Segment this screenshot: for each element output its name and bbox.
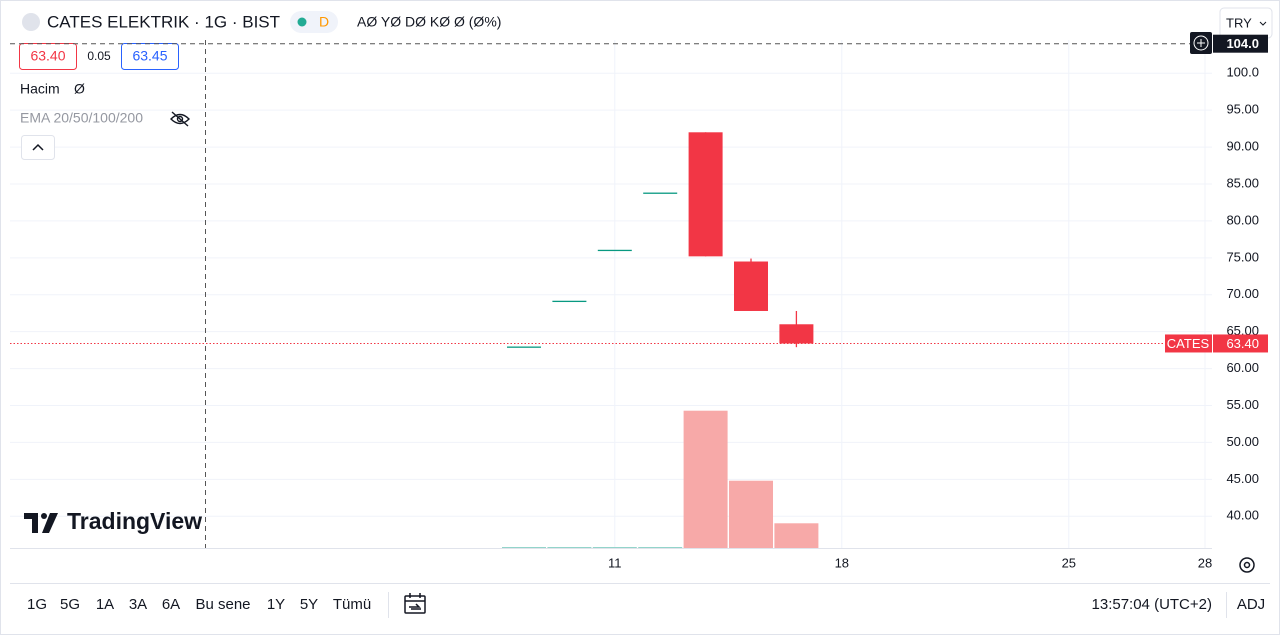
range-button[interactable]: 3A xyxy=(129,596,147,613)
volume-bar xyxy=(592,547,637,548)
x-tick-label: 25 xyxy=(1062,555,1076,570)
volume-legend[interactable]: Hacim xyxy=(20,81,60,97)
symbol-title[interactable]: CATES ELEKTRIK · 1G · BIST xyxy=(47,12,280,31)
y-tick-label: 75.00 xyxy=(1226,249,1259,264)
volume-bar xyxy=(683,410,728,548)
y-tick-label: 65.00 xyxy=(1226,323,1259,338)
hide-icon[interactable] xyxy=(170,111,190,127)
candle-body xyxy=(734,261,768,311)
last-price-label: 63.40 xyxy=(1226,336,1259,351)
status-pill[interactable] xyxy=(290,11,338,33)
range-button[interactable]: 1A xyxy=(96,596,114,613)
volume-bar xyxy=(502,547,546,548)
y-tick-label: 100.0 xyxy=(1226,65,1259,80)
settings-icon[interactable] xyxy=(1239,557,1255,573)
x-tick-label: 28 xyxy=(1198,555,1212,570)
adj-toggle[interactable]: ADJ xyxy=(1237,596,1265,613)
volume-bar xyxy=(547,547,592,548)
y-tick-label: 40.00 xyxy=(1226,508,1259,523)
crosshair-price: 104.0 xyxy=(1226,36,1259,51)
volume-bar xyxy=(774,523,819,548)
market-dot xyxy=(297,17,307,27)
ohlc: AØ YØ DØ KØ Ø (Ø%) xyxy=(357,14,501,30)
candle-body xyxy=(597,249,632,252)
status: D xyxy=(319,14,329,30)
candle-body xyxy=(643,192,678,194)
y-tick-label: 70.00 xyxy=(1226,286,1259,301)
range-button[interactable]: 6A xyxy=(162,596,180,613)
volume-legend-value: Ø xyxy=(74,81,85,97)
y-tick-label: 95.00 xyxy=(1226,102,1259,117)
candle-body xyxy=(507,346,541,348)
date-range-icon[interactable] xyxy=(404,593,426,614)
candle-body xyxy=(552,300,587,303)
y-tick-label: 60.00 xyxy=(1226,360,1259,375)
collapse-button[interactable] xyxy=(21,135,55,160)
dropdown-caret xyxy=(1259,21,1267,26)
range-button[interactable]: 5G xyxy=(60,596,80,613)
y-tick-label: 85.00 xyxy=(1226,175,1259,190)
y-tick-label: 45.00 xyxy=(1226,471,1259,486)
volume-bar xyxy=(638,547,683,548)
plus-icon xyxy=(1193,35,1209,51)
y-tick-label: 90.00 xyxy=(1226,139,1259,154)
ema-legend[interactable]: EMA 20/50/100/200 xyxy=(20,110,143,126)
y-tick-label: 55.00 xyxy=(1226,397,1259,412)
x-tick-label: 11 xyxy=(608,555,622,570)
candle-body xyxy=(779,324,814,344)
logo[interactable]: TradingView xyxy=(67,508,202,534)
ask: 63.45 xyxy=(132,48,167,64)
range-button[interactable]: Tümü xyxy=(333,596,371,613)
y-tick-label: 80.00 xyxy=(1226,212,1259,227)
bid: 63.40 xyxy=(30,48,65,64)
range-button[interactable]: Bu sene xyxy=(195,596,250,613)
currency: TRY xyxy=(1226,15,1252,30)
symbol-icon xyxy=(22,13,40,31)
crosshair-price-box xyxy=(1213,34,1268,53)
logo-mark xyxy=(24,513,58,533)
volume-bar xyxy=(729,480,773,548)
range-button[interactable]: 5Y xyxy=(300,596,318,613)
symbol-price-tag xyxy=(1165,334,1212,353)
spread: 0.05 xyxy=(87,49,111,63)
symbol-price-tag-label: CATES xyxy=(1167,336,1210,351)
collapse-icon xyxy=(32,143,44,151)
candle-body xyxy=(688,132,723,257)
last-price-tag xyxy=(1213,334,1268,353)
y-tick-label: 50.00 xyxy=(1226,434,1259,449)
range-button[interactable]: 1Y xyxy=(267,596,285,613)
x-tick-label: 18 xyxy=(835,555,849,570)
range-button[interactable]: 1G xyxy=(27,596,47,613)
clock[interactable]: 13:57:04 (UTC+2) xyxy=(1092,596,1212,613)
